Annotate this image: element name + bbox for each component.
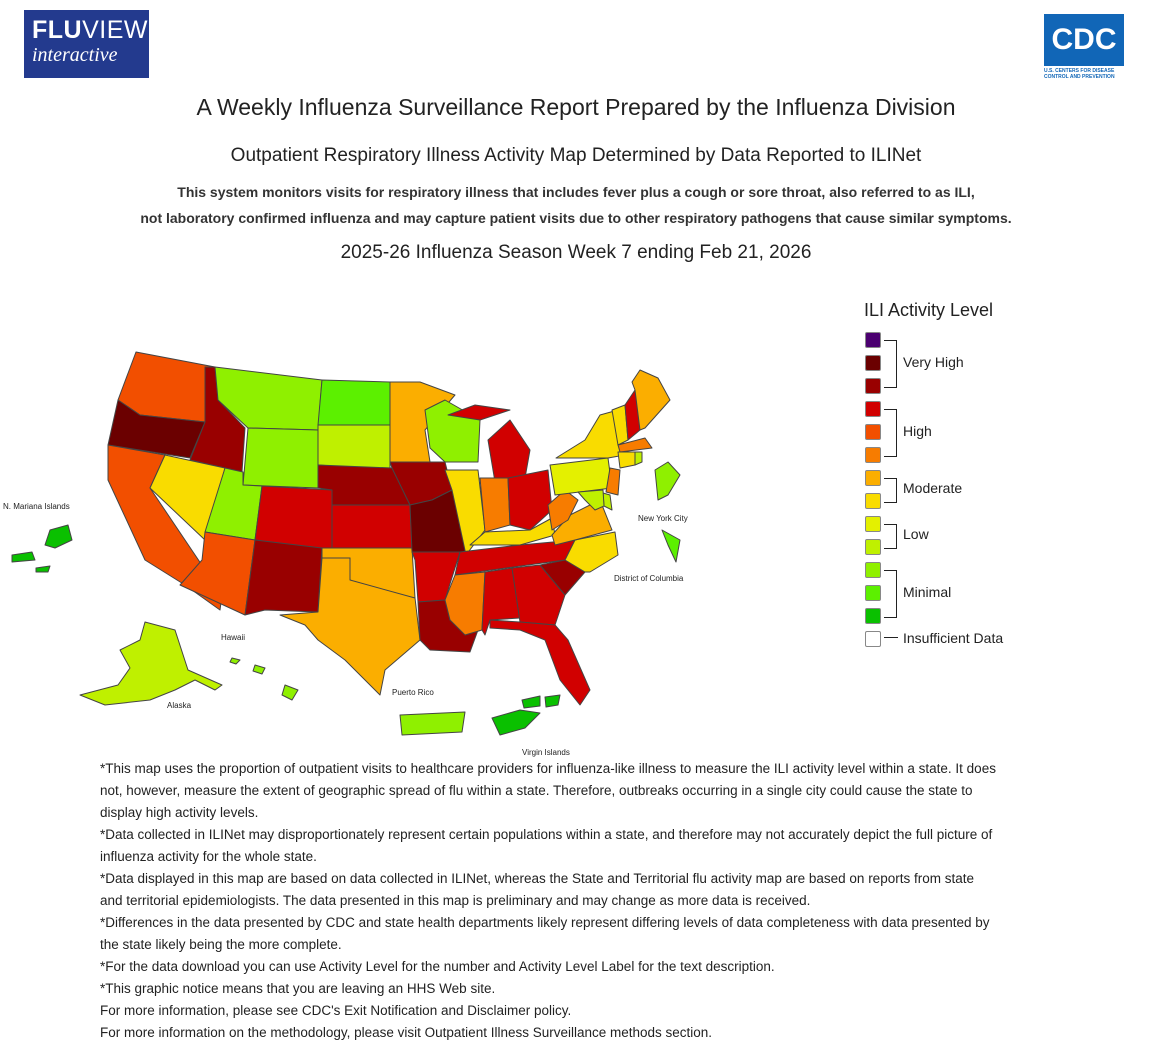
state-florida[interactable]	[489, 619, 591, 706]
legend-swatch-13	[865, 332, 881, 348]
territory-puerto-rico[interactable]	[399, 711, 466, 736]
label-n-mariana-islands: N. Mariana Islands	[3, 502, 70, 511]
fluview-logo-flu: FLU	[32, 16, 83, 44]
fluview-logo: FLUVIEW interactive	[24, 10, 149, 78]
footnotes: *This map uses the proportion of outpati…	[100, 758, 1000, 1044]
legend-label-very-high: Very High	[903, 354, 964, 370]
label-alaska: Alaska	[167, 701, 192, 710]
legend-swatch-2	[865, 585, 881, 601]
legend-swatch-1	[865, 608, 881, 624]
state-maryland[interactable]	[577, 489, 605, 511]
legend-swatch-12	[865, 355, 881, 371]
footnote: *Differences in the data presented by CD…	[100, 915, 990, 952]
legend-bracket-minimal	[884, 570, 897, 618]
state-delaware[interactable]	[602, 492, 613, 511]
state-connecticut[interactable]	[617, 451, 636, 469]
legend-swatch-10	[865, 401, 881, 417]
territory-new-york-city[interactable]	[661, 529, 681, 563]
footnote: *Data collected in ILINet may disproport…	[100, 827, 993, 864]
legend-label-insufficient: Insufficient Data	[903, 630, 1004, 646]
state-georgia[interactable]	[511, 564, 566, 626]
state-massachusetts[interactable]	[617, 437, 653, 453]
legend-swatch-3	[865, 562, 881, 578]
map-subtitle: Outpatient Respiratory Illness Activity …	[230, 145, 922, 166]
legend-bracket-low	[884, 524, 897, 549]
footnote: For more information on the methodology,…	[100, 1025, 713, 1040]
page-title: A Weekly Influenza Surveillance Report P…	[196, 94, 956, 120]
footnote: *For the data download you can use Activ…	[100, 959, 775, 974]
state-south-dakota[interactable]	[317, 424, 391, 471]
description-line-2: not laboratory confirmed influenza and m…	[140, 210, 1012, 226]
fluview-logo-interactive: interactive	[32, 44, 118, 66]
cdc-logo-text: CDC	[1051, 23, 1117, 56]
legend-swatch-8	[865, 447, 881, 463]
footnote: *This graphic notice means that you are …	[100, 981, 496, 996]
state-new-mexico[interactable]	[244, 539, 323, 616]
label-hawaii: Hawaii	[221, 633, 245, 642]
label-virgin-islands: Virgin Islands	[522, 748, 570, 757]
state-indiana[interactable]	[479, 477, 511, 533]
legend-bracket-moderate	[884, 478, 897, 503]
label-puerto-rico: Puerto Rico	[392, 688, 434, 697]
state-pennsylvania[interactable]	[549, 457, 613, 496]
label-district-of-columbia: District of Columbia	[614, 574, 684, 583]
state-hawaii[interactable]	[229, 657, 299, 701]
state-north-dakota[interactable]	[317, 379, 391, 426]
state-maine[interactable]	[631, 369, 671, 431]
cdc-logo: CDC U.S. CENTERS FOR DISEASE CONTROL AND…	[1044, 14, 1126, 82]
legend-swatch-5	[865, 516, 881, 532]
legend-label-low: Low	[903, 526, 929, 542]
legend-swatch-7	[865, 470, 881, 486]
description-line-1: This system monitors visits for respirat…	[177, 184, 975, 200]
legend-title: ILI Activity Level	[864, 300, 994, 320]
legend-swatch-6	[865, 493, 881, 509]
state-texas[interactable]	[279, 557, 421, 696]
state-arizona[interactable]	[179, 531, 256, 616]
legend-swatch-9	[865, 424, 881, 440]
legend-swatch-insufficient	[865, 631, 881, 647]
footnote: For more information, please see CDC's E…	[100, 1003, 572, 1018]
legend-swatch-4	[865, 539, 881, 555]
legend-label-moderate: Moderate	[903, 480, 963, 496]
ili-activity-map: N. Mariana Islands New York City Distric…	[3, 351, 688, 757]
cdc-logo-box: CDC	[1044, 14, 1124, 66]
footnote: *This map uses the proportion of outpati…	[100, 761, 996, 820]
state-wyoming[interactable]	[242, 427, 319, 489]
label-new-york-city: New York City	[638, 514, 688, 523]
footnote: *Data displayed in this map are based on…	[100, 871, 974, 908]
state-alaska[interactable]	[79, 621, 223, 706]
legend-label-minimal: Minimal	[903, 584, 952, 600]
fluview-logo-view: VIEW	[82, 16, 149, 44]
legend-dash-insufficient	[884, 637, 898, 638]
legend-bracket-high	[884, 409, 897, 457]
state-new-jersey[interactable]	[605, 467, 621, 496]
territory-virgin-islands[interactable]	[491, 694, 561, 736]
legend-swatch-11	[865, 378, 881, 394]
legend-bracket-very-high	[884, 340, 897, 388]
state-ohio[interactable]	[507, 469, 553, 531]
state-rhode-island[interactable]	[634, 451, 643, 466]
cdc-logo-caption: U.S. CENTERS FOR DISEASE CONTROL AND PRE…	[1044, 68, 1115, 80]
state-michigan[interactable]	[447, 404, 531, 483]
season-week-heading: 2025-26 Influenza Season Week 7 ending F…	[340, 242, 812, 263]
territory-district-of-columbia[interactable]	[654, 461, 681, 501]
legend-label-high: High	[903, 423, 932, 439]
territory-n-mariana-islands[interactable]	[11, 524, 73, 573]
state-kansas[interactable]	[331, 504, 413, 549]
state-colorado[interactable]	[254, 485, 333, 551]
